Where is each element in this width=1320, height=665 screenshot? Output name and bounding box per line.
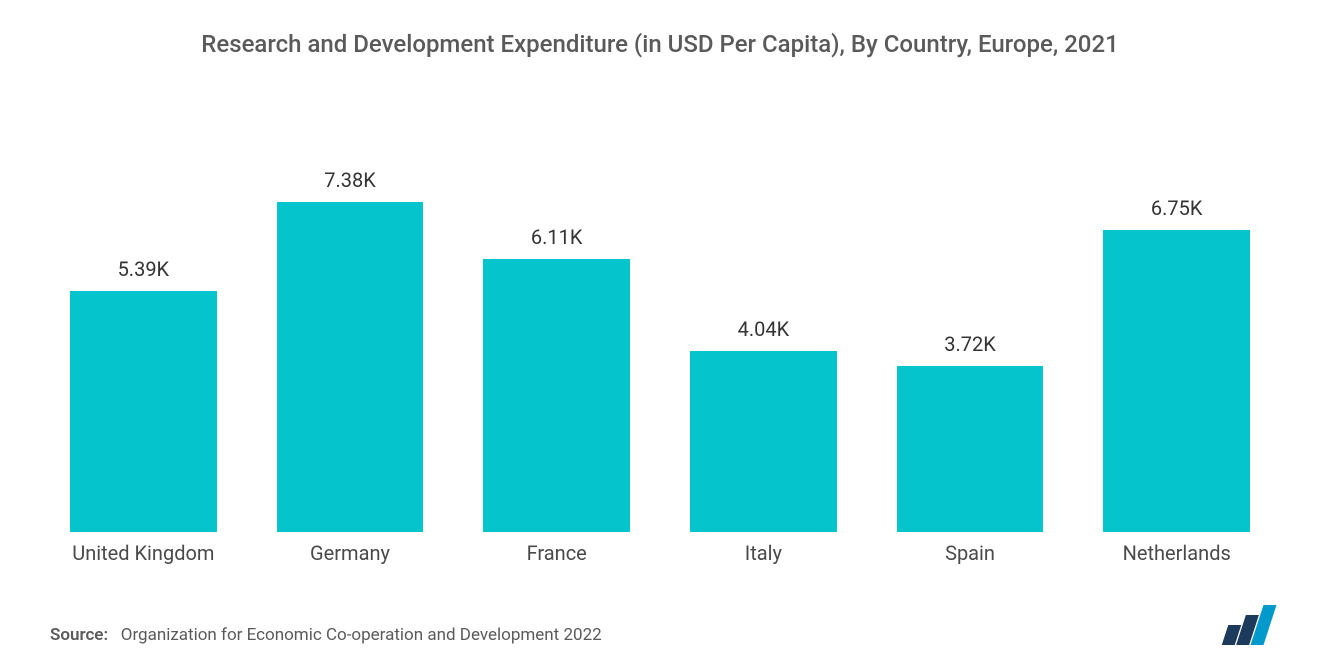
bar (690, 351, 837, 532)
source-citation: Source: Organization for Economic Co-ope… (50, 625, 602, 645)
bar-group: 6.11K (453, 98, 660, 532)
x-axis-label: Germany (247, 541, 454, 565)
chart-footer: Source: Organization for Economic Co-ope… (30, 605, 1290, 645)
x-axis: United KingdomGermanyFranceItalySpainNet… (30, 533, 1290, 565)
source-prefix: Source: (50, 625, 108, 645)
bar-group: 4.04K (660, 98, 867, 532)
chart-container: Research and Development Expenditure (in… (0, 0, 1320, 665)
bar-value-label: 6.11K (531, 225, 583, 249)
bar-value-label: 3.72K (944, 332, 996, 356)
x-axis-label: Italy (660, 541, 867, 565)
bar (1103, 230, 1250, 532)
bar-group: 5.39K (40, 98, 247, 532)
bar (483, 259, 630, 532)
bar-group: 3.72K (867, 98, 1074, 532)
x-axis-label: Netherlands (1073, 541, 1280, 565)
source-body: Organization for Economic Co-operation a… (121, 625, 602, 645)
bar-value-label: 7.38K (324, 168, 376, 192)
x-axis-label: France (453, 541, 660, 565)
source-text (112, 625, 120, 645)
brand-logo (1225, 605, 1270, 645)
bar (897, 366, 1044, 532)
x-axis-label: United Kingdom (40, 541, 247, 565)
bar-value-label: 6.75K (1151, 196, 1203, 220)
plot-area: 5.39K 7.38K 6.11K 4.04K 3.72K 6.75K (30, 98, 1290, 533)
bar (70, 291, 217, 532)
bar-value-label: 5.39K (118, 257, 170, 281)
bar (277, 202, 424, 532)
bar-value-label: 4.04K (738, 317, 790, 341)
bar-group: 7.38K (247, 98, 454, 532)
x-axis-label: Spain (867, 541, 1074, 565)
chart-title: Research and Development Expenditure (in… (30, 30, 1290, 58)
bar-group: 6.75K (1073, 98, 1280, 532)
